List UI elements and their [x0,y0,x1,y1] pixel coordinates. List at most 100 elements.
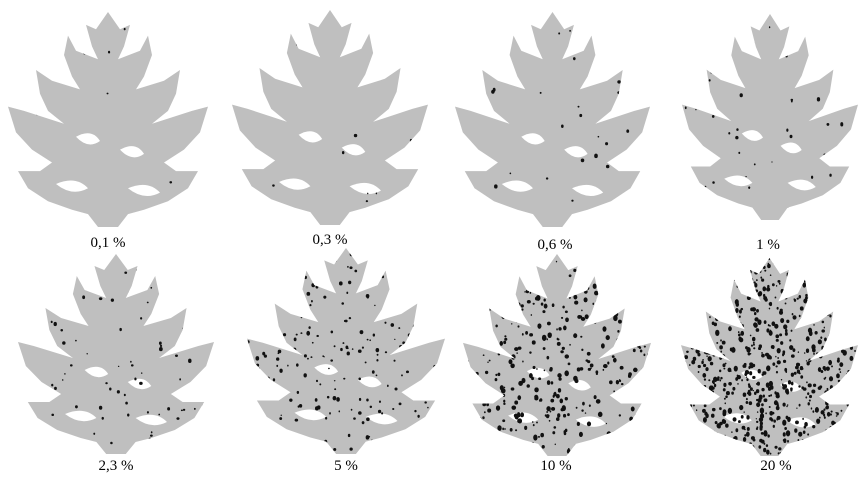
lesion-spot [98,405,103,410]
lesion-spot [755,382,758,385]
lesion-spot [467,359,469,363]
lesion-spot [843,151,847,155]
lesion-spot [595,370,599,374]
lesion-spot [296,307,300,311]
lesion-spot [593,395,597,400]
lesion-spot [563,325,567,331]
lesion-spot [724,261,729,268]
lesion-spot [685,439,689,443]
lesion-spot [745,401,749,404]
lesion-spot [719,379,722,382]
lesion-spot [50,320,53,324]
lesion-spot [536,421,538,424]
lesion-spot [751,292,754,295]
lesion-spot [554,443,556,446]
lesion-spot [538,377,542,381]
lesion-spot [699,286,701,288]
lesion-spot [815,453,819,456]
lesion-spot [534,394,539,400]
lesion-spot [324,445,329,450]
lesion-spot [210,391,214,394]
lesion-spot [314,398,318,402]
lesion-spot [738,321,742,327]
lesion-spot [707,392,709,395]
leaf-panel-5 [18,254,214,454]
lesion-spot [807,302,812,308]
lesion-spot [508,359,513,365]
lesion-spot [391,294,394,296]
lesion-spot [701,452,704,455]
lesion-spot [712,430,716,434]
lesion-spot [578,431,583,438]
lesion-spot [776,360,781,365]
lesion-spot [750,287,754,292]
lesion-spot [746,265,749,268]
lesion-spot [629,440,633,444]
lesion-spot [805,348,810,353]
lesion-spot [817,386,822,390]
lesion-spot [341,151,345,155]
lesion-spot [696,315,700,320]
lesion-spot [365,435,370,440]
lesion-spot [719,345,723,350]
lesion-spot [683,289,686,292]
lesion-spot [733,278,736,282]
lesion-spot [514,400,519,405]
lesion-spot [823,416,826,419]
lesion-spot [829,425,833,429]
lesion-spot [595,299,601,304]
lesion-spot [843,92,847,98]
lesion-spot [78,448,81,451]
lesion-spot [855,284,858,290]
lesion-spot [77,316,80,320]
lesion-spot [681,297,683,300]
lesion-spot [797,438,800,442]
lesion-spot [473,333,479,339]
lesion-spot [531,340,536,345]
lesion-spot [414,409,417,413]
lesion-spot [710,385,714,389]
lesion-spot [812,288,817,294]
lesion-spot [324,439,328,444]
lesion-spot [758,269,762,273]
lesion-spot [796,407,798,409]
lesion-spot [487,408,492,413]
lesion-spot [206,405,209,408]
lesion-spot [702,359,704,361]
lesion-spot [837,379,841,383]
lesion-spot [853,424,856,427]
lesion-spot [567,362,571,366]
lesion-spot [411,437,415,440]
lesion-spot [699,425,703,429]
lesion-spot [753,281,756,284]
lesion-spot [852,440,855,444]
lesion-spot [494,184,498,189]
lesion-spot [152,316,156,320]
lesion-spot [697,395,703,401]
lesion-spot [849,271,852,274]
lesion-spot [262,351,266,356]
lesion-spot [309,304,312,307]
lesion-spot [850,283,854,287]
lesion-spot [586,277,590,281]
lesion-spot [503,386,506,389]
lesion-spot [510,451,513,455]
lesion-spot [722,409,727,415]
lesion-spot [853,278,855,281]
lesion-spot [719,294,722,297]
lesion-spot [847,335,852,340]
leaf-silhouette [18,254,214,454]
lesion-spot [834,271,838,275]
lesion-spot [605,142,609,146]
lesion-spot [847,439,852,445]
lesion-spot [529,291,532,294]
lesion-spot [824,368,827,370]
lesion-spot [425,435,427,438]
leaf-silhouette [247,248,445,454]
lesion-spot [789,134,793,139]
lesion-spot [502,427,505,431]
lesion-spot [704,447,707,450]
lesion-spot [504,437,510,443]
lesion-spot [753,343,755,346]
lesion-spot [704,445,709,451]
